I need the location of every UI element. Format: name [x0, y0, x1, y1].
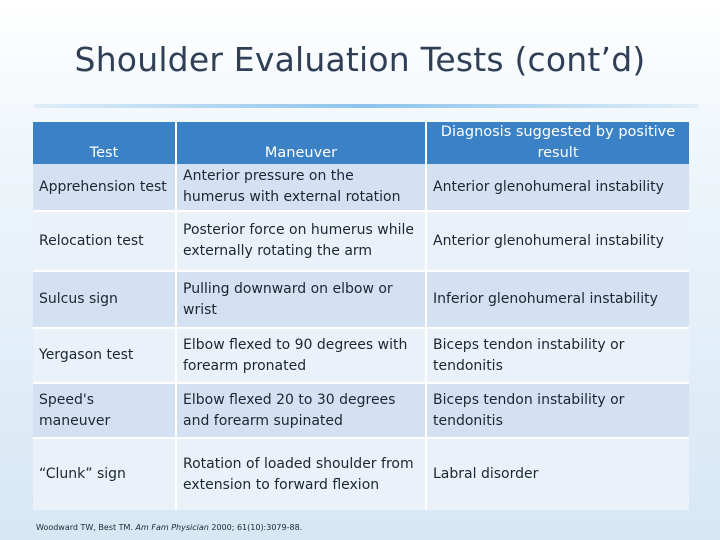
- cell-maneuver: Elbow flexed 20 to 30 degrees and forear…: [175, 382, 426, 438]
- table-row: Speed's maneuver Elbow flexed 20 to 30 d…: [33, 382, 689, 438]
- cell-maneuver: Posterior force on humerus while externa…: [175, 210, 426, 271]
- table-row: Apprehension test Anterior pressure on t…: [33, 164, 689, 211]
- cell-test: Speed's maneuver: [33, 382, 176, 438]
- slide-title: Shoulder Evaluation Tests (cont’d): [74, 40, 646, 79]
- table-header-row: Test Maneuver Diagnosis suggested by pos…: [33, 122, 689, 164]
- citation-journal: Am Fam Physician: [135, 523, 209, 532]
- cell-test: Sulcus sign: [33, 270, 176, 328]
- citation: Woodward TW, Best TM. Am Fam Physician 2…: [36, 523, 302, 532]
- cell-diagnosis: Inferior glenohumeral instability: [425, 270, 689, 328]
- cell-test: Relocation test: [33, 210, 176, 271]
- cell-diagnosis: Biceps tendon instability or tendonitis: [425, 382, 689, 438]
- table-row: Sulcus sign Pulling downward on elbow or…: [33, 270, 689, 328]
- cell-maneuver: Rotation of loaded shoulder from extensi…: [175, 437, 426, 510]
- table-row: Yergason test Elbow flexed to 90 degrees…: [33, 327, 689, 383]
- cell-test: Yergason test: [33, 327, 176, 383]
- header-test: Test: [33, 122, 176, 164]
- citation-details: 2000; 61(10):3079-88.: [211, 523, 303, 532]
- cell-diagnosis: Labral disorder: [425, 437, 689, 510]
- header-maneuver: Maneuver: [175, 122, 426, 164]
- header-diagnosis: Diagnosis suggested by positive result: [425, 122, 689, 164]
- cell-maneuver: Pulling downward on elbow or wrist: [175, 270, 426, 328]
- cell-diagnosis: Anterior glenohumeral instability: [425, 164, 689, 211]
- evaluation-table: Test Maneuver Diagnosis suggested by pos…: [33, 122, 689, 510]
- table-row: “Clunk” sign Rotation of loaded shoulder…: [33, 437, 689, 510]
- cell-test: Apprehension test: [33, 164, 176, 211]
- cell-maneuver: Anterior pressure on the humerus with ex…: [175, 164, 426, 211]
- cell-maneuver: Elbow flexed to 90 degrees with forearm …: [175, 327, 426, 383]
- title-divider: [34, 104, 698, 108]
- table-row: Relocation test Posterior force on humer…: [33, 210, 689, 271]
- cell-diagnosis: Anterior glenohumeral instability: [425, 210, 689, 271]
- citation-authors: Woodward TW, Best TM.: [36, 523, 133, 532]
- cell-diagnosis: Biceps tendon instability or tendonitis: [425, 327, 689, 383]
- cell-test: “Clunk” sign: [33, 437, 176, 510]
